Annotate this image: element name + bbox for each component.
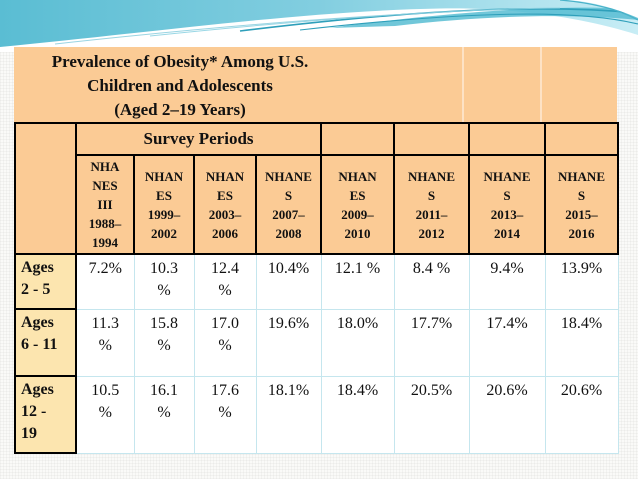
column-header-nhanes-2015-2016: NHANE S 2015– 2016	[544, 154, 620, 255]
data-cell: 20.5%	[393, 375, 470, 454]
data-cell: 18.4%	[320, 375, 395, 454]
wave-graphic-icon	[0, 0, 638, 52]
column-header-nhanes-1999-2002: NHAN ES 1999– 2002	[133, 154, 195, 255]
data-cell: 18.0%	[320, 308, 395, 377]
data-cell: 8.4 %	[393, 253, 470, 310]
data-cell: 16.1 %	[133, 375, 195, 454]
data-cell: 17.0 %	[193, 308, 257, 377]
title-cell-separator	[540, 47, 542, 122]
survey-periods-header: Survey Periods	[74, 122, 323, 156]
data-cell: 17.6 %	[193, 375, 257, 454]
row-label-ages-12-19: Ages 12 - 19	[14, 375, 77, 454]
column-header-nhanes-1988-1994: NHA NES III 1988– 1994	[75, 154, 135, 255]
title-box: Prevalence of Obesity* Among U.S. Childr…	[14, 47, 617, 122]
column-header-nhanes-2009-2010: NHAN ES 2009– 2010	[320, 154, 396, 255]
column-header-nhanes-2011-2012: NHANE S 2011– 2012	[393, 154, 471, 255]
data-cell: 18.1%	[255, 375, 322, 454]
data-cell: 10.3 %	[133, 253, 195, 310]
data-cell: 20.6%	[468, 375, 546, 454]
data-cell: 17.7%	[393, 308, 470, 377]
data-cell: 20.6%	[544, 375, 619, 454]
data-cell: 19.6%	[255, 308, 322, 377]
data-cell: 10.4%	[255, 253, 322, 310]
data-cell: 10.5 %	[75, 375, 135, 454]
data-cell: 18.4%	[544, 308, 619, 377]
data-cell: 12.4 %	[193, 253, 257, 310]
empty-header-cell	[320, 122, 396, 156]
data-cell: 7.2%	[75, 253, 135, 310]
title-cell-separator	[462, 47, 464, 122]
column-header-nhanes-2007-2008: NHANE S 2007– 2008	[254, 154, 323, 255]
data-cell: 12.1 %	[320, 253, 395, 310]
top-wave-decoration	[0, 0, 638, 52]
obesity-prevalence-table: Survey Periods NHA NES III 1988– 1994 NH…	[14, 122, 620, 454]
empty-header-cell	[544, 122, 620, 156]
data-cell: 9.4%	[468, 253, 546, 310]
slide-title: Prevalence of Obesity* Among U.S. Childr…	[51, 52, 309, 119]
empty-header-cell	[393, 122, 471, 156]
data-cell: 11.3 %	[75, 308, 135, 377]
data-cell: 17.4%	[468, 308, 546, 377]
empty-header-cell	[468, 122, 547, 156]
column-header-nhanes-2003-2006: NHAN ES 2003– 2006	[193, 154, 257, 255]
data-cell: 13.9%	[544, 253, 619, 310]
column-header-nhanes-2013-2014: NHANE S 2013– 2014	[468, 154, 547, 255]
data-cell: 15.8 %	[133, 308, 195, 377]
row-label-ages-2-5: Ages 2 - 5	[14, 253, 77, 310]
row-label-ages-6-11: Ages 6 - 11	[14, 308, 77, 377]
corner-cell	[14, 122, 77, 255]
